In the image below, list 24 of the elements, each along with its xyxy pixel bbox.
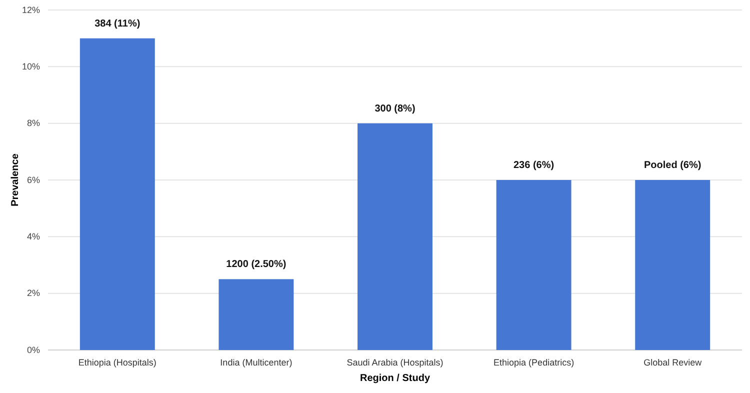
bar: [80, 38, 155, 350]
data-label: 236 (6%): [514, 160, 554, 171]
x-axis-title: Region / Study: [360, 373, 430, 384]
x-tick-label: India (Multicenter): [220, 357, 292, 368]
y-tick-label: 6%: [26, 174, 40, 185]
y-tick-label: 2%: [26, 288, 40, 298]
bar: [358, 123, 432, 350]
y-tick-label: 4%: [26, 232, 40, 242]
y-tick-label: 0%: [26, 344, 40, 355]
data-label: 384 (11%): [94, 18, 140, 30]
x-tick-label: Ethiopia (Pediatrics): [494, 357, 574, 368]
y-tick-label: 12%: [22, 4, 40, 15]
y-tick-label: 8%: [26, 118, 40, 128]
bar: [218, 279, 294, 350]
x-tick-label: Global Review: [644, 357, 702, 368]
data-label: 1200 (2.50%): [226, 259, 286, 270]
y-tick-label: 10%: [22, 62, 40, 72]
data-label: 300 (8%): [374, 103, 416, 114]
bar: [635, 180, 710, 350]
bar: [496, 180, 572, 350]
x-tick-label: Saudi Arabia (Hospitals): [346, 357, 444, 368]
data-label: Pooled (6%): [644, 160, 702, 171]
y-axis-title: Prevalence: [10, 153, 21, 206]
x-tick-label: Ethiopia (Hospitals): [78, 357, 156, 368]
